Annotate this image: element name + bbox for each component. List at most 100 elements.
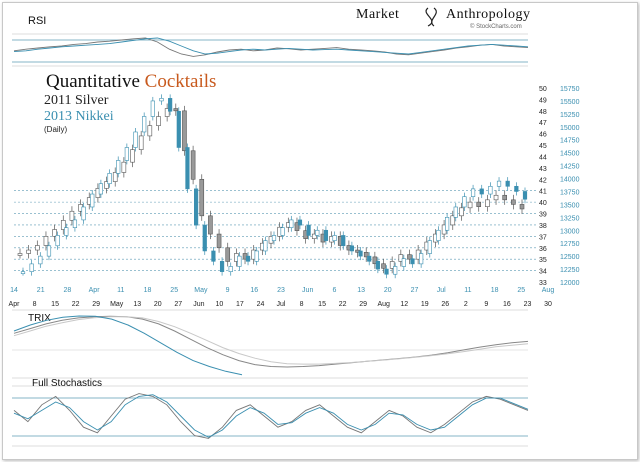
silver-candle [511,199,516,205]
silver-candle [485,199,490,207]
silver-candle [407,254,412,260]
y2-tick-label: 12500 [560,254,580,261]
stoch-panel: Full Stochastics [12,378,529,447]
credit: © StockCharts.com [470,23,522,30]
nikkei-candle [64,227,69,236]
nikkei-candle [142,116,147,133]
x-tick-label: 23 [524,301,532,308]
silver-candle [17,253,23,256]
x-tick-label: Jul [277,301,286,308]
x-tick-label: 20 [154,301,162,308]
nikkei-candle [505,180,510,187]
nikkei-candle [46,245,52,257]
nikkei-candle [358,250,363,257]
y-tick-label: 44 [539,154,547,161]
silver-candle [389,261,395,269]
x-tick-label: 6 [332,287,336,294]
x-tick-label: 13 [133,301,141,308]
nikkei-candle [280,227,285,236]
x-tick-label: May [194,287,208,294]
silver-candle [112,172,118,182]
silver-candle [450,215,456,226]
y2-tick-label: 15500 [560,99,580,106]
x-tick-label: Aug [377,301,390,308]
stoch-line-silver [13,393,529,439]
x-tick-label: Apr [89,287,101,294]
nikkei-candle [271,235,277,241]
nikkei-candle [401,258,406,267]
nikkei-candle [38,255,43,265]
y-tick-label: 43 [539,166,547,173]
x-tick-label: 15 [51,301,59,308]
nikkei-candle [237,255,242,267]
title-block: Quantitative Cocktails 2011 Silver 2013 … [44,71,216,134]
silver-candle [199,178,205,217]
y2-tick-label: 12250 [560,267,580,274]
silver-candle [398,254,404,262]
x-tick-label: May [110,301,124,308]
nikkei-candle [116,160,121,174]
y-tick-label: 34 [539,269,547,276]
x-tick-label: 25 [517,287,525,294]
silver-candle [164,108,170,117]
nikkei-candle [263,240,268,252]
trix-title: TRIX [28,313,51,324]
y2-tick-label: 14000 [560,177,580,184]
main-title: Quantitative [46,71,145,92]
svg-text:Quantitative Cocktails: Quantitative Cocktails [46,71,216,92]
trix-signal-line [13,316,529,365]
nikkei-candle [185,147,190,190]
nikkei-candle [410,258,415,265]
silver-candle [459,207,464,217]
nikkei-candle [202,224,207,252]
y2-tick-label: 14250 [560,164,580,171]
nikkei-candle [124,147,129,161]
x-tick-label: 16 [250,287,258,294]
y2-tick-label: 14750 [560,138,580,145]
rsi-line-nikkei [13,37,529,55]
nikkei-candle [107,173,112,185]
brand-left: Market [356,7,399,22]
x-tick-label: 26 [441,301,449,308]
nikkei-candle [436,229,441,241]
stoch-line-nikkei [13,394,529,438]
silver-candle [138,135,144,150]
x-tick-label: 9 [484,301,488,308]
x-tick-label: 21 [37,287,45,294]
y2-tick-label: 15250 [560,112,580,119]
x-tick-label: 23 [277,287,285,294]
nikkei-candle [168,98,173,112]
x-tick-label: 19 [421,301,429,308]
trix-line-silver [13,315,529,368]
nikkei-candle [427,240,432,254]
y-tick-label: 39 [539,212,547,219]
silver-candle [52,229,57,237]
silver-candle [190,150,196,180]
silver-candle [182,110,187,152]
nikkei-candle [393,266,398,275]
y2-tick-label: 13000 [560,228,580,235]
nikkei-candle [445,217,450,231]
x-tick-label: 29 [359,301,367,308]
x-tick-label: Jun [302,287,313,294]
nikkei-candle [479,188,484,195]
y2-tick-label: 13250 [560,215,580,222]
x-tick-label: 18 [491,287,499,294]
nikkei-candle [159,98,164,102]
nikkei-candle [419,253,424,265]
x-tick-label: 18 [144,287,152,294]
nikkei-candle [453,206,458,218]
x-tick-label: 28 [64,287,72,294]
rsi-title: RSI [28,15,46,27]
nikkei-candle [150,100,155,117]
nikkei-candle [245,255,251,262]
silver-candle [519,204,525,210]
nikkei-candle [470,188,476,197]
silver-candle [147,125,153,137]
y-tick-label: 42 [539,177,547,184]
nikkei-candle [194,188,199,226]
x-tick-label: 22 [339,301,347,308]
x-tick-label: 20 [384,287,392,294]
silver-candle [104,181,109,189]
